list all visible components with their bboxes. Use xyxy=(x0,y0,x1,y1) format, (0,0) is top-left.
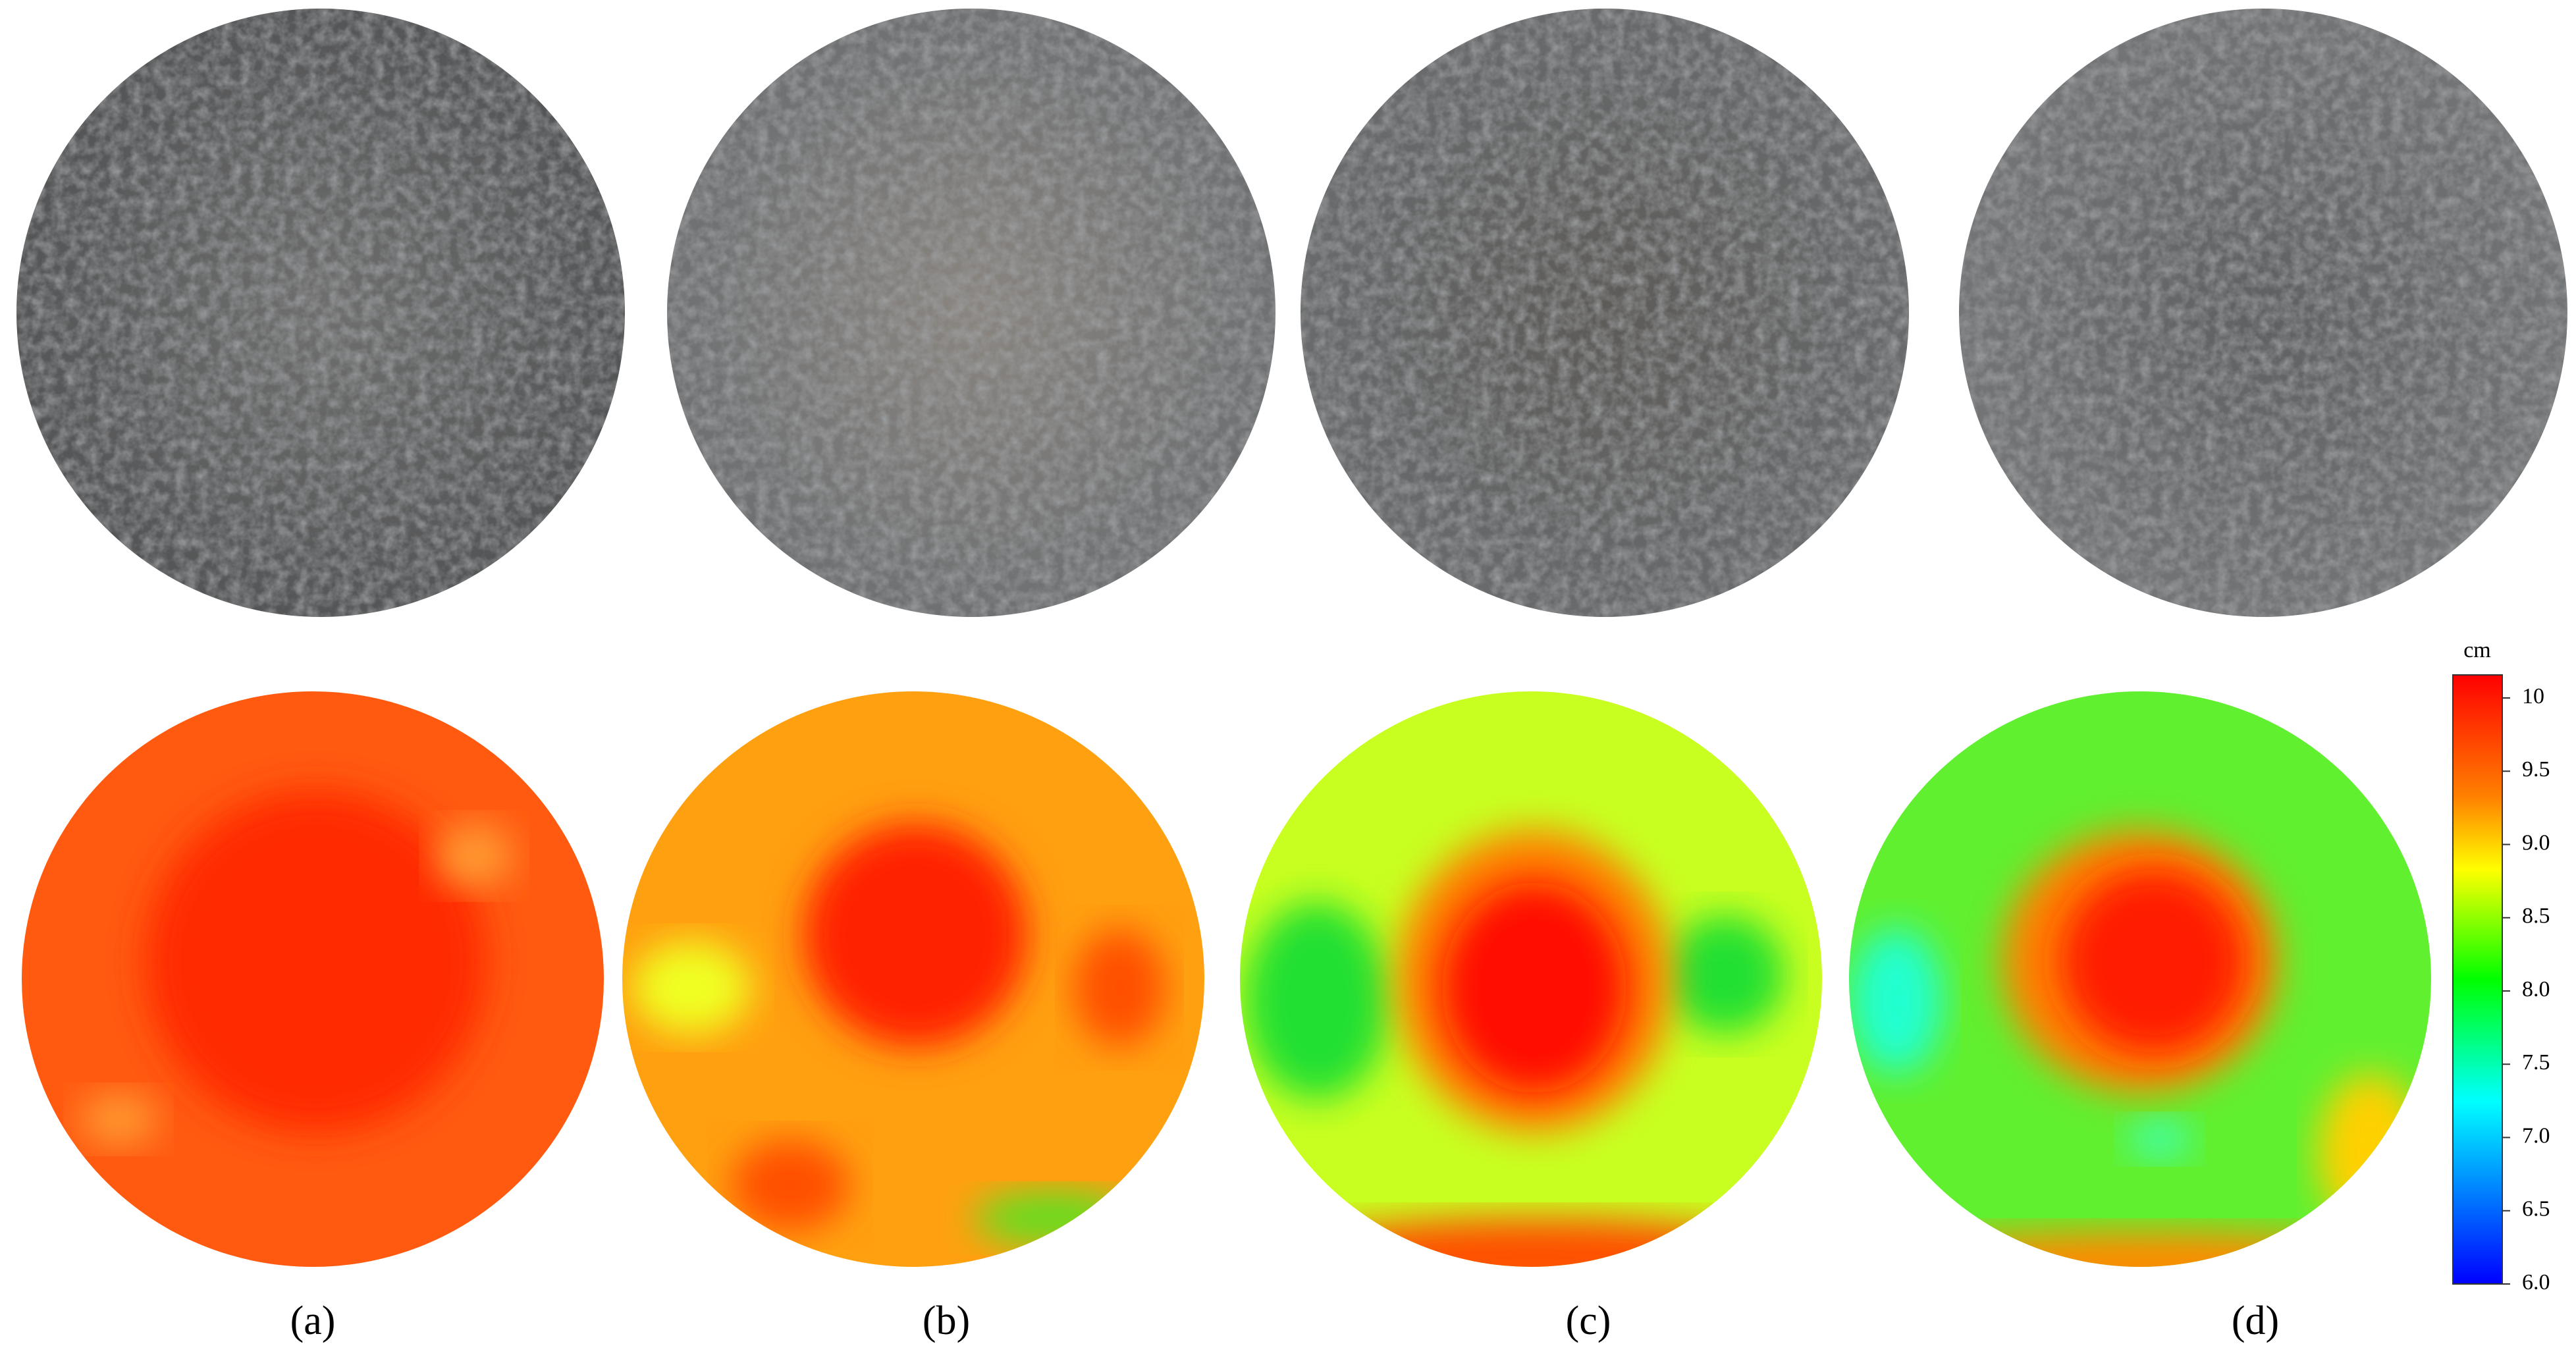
colorbar-tick-label: 8.5 xyxy=(2522,904,2550,928)
panel-labels: (a) (b) (c) (d) xyxy=(290,1298,2280,1343)
colorbar-tick-label: 6.0 xyxy=(2522,1270,2550,1295)
photos xyxy=(16,9,2567,617)
panel-label: (b) xyxy=(923,1298,970,1343)
photo-texture xyxy=(667,9,1275,617)
photo-texture xyxy=(1959,9,2567,617)
panel-label: (c) xyxy=(1566,1298,1611,1343)
colorbar-tick-label: 7.0 xyxy=(2522,1123,2550,1148)
contour-map xyxy=(1240,691,1822,1267)
colorbar-gradient xyxy=(2452,674,2503,1285)
contour-maps xyxy=(22,691,2431,1267)
colorbar-tick-label: 10 xyxy=(2522,684,2544,708)
contour-map xyxy=(622,691,1204,1267)
photo-texture xyxy=(1301,9,1909,617)
panel-label: (d) xyxy=(2232,1298,2279,1343)
colorbar-tick-label: 9.0 xyxy=(2522,830,2550,855)
colorbar-tick-label: 8.0 xyxy=(2522,977,2550,1002)
contour-map xyxy=(1849,691,2431,1267)
panel-label: (a) xyxy=(290,1298,336,1343)
colorbar-tick-label: 7.5 xyxy=(2522,1050,2550,1075)
contour-map xyxy=(22,691,604,1267)
colorbar-tick-label: 9.5 xyxy=(2522,757,2550,782)
colorbar: cm 10 9.5 9.0 8.5 8.0 7.5 7.0 6.5 6.0 xyxy=(2452,638,2550,1295)
colorbar-tick-label: 6.5 xyxy=(2522,1197,2550,1221)
photo-texture xyxy=(16,9,625,617)
colorbar-unit: cm xyxy=(2463,638,2491,662)
